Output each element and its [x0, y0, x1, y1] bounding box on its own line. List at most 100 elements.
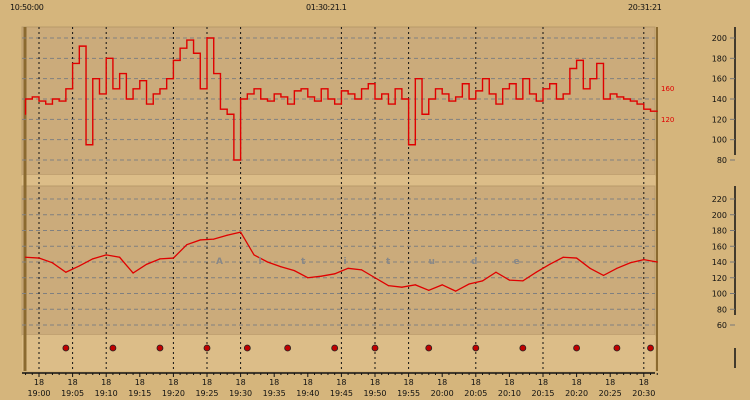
- upper-data-point: [280, 93, 282, 95]
- upper-data-point: [609, 98, 611, 100]
- x-tick-label-time: 20:15: [531, 389, 554, 398]
- upper-data-point: [643, 103, 645, 105]
- lower-data-point: [643, 259, 645, 261]
- lower-data-point: [78, 265, 80, 267]
- upper-data-point: [602, 62, 605, 65]
- event-marker: [243, 344, 251, 352]
- upper-data-point: [468, 83, 470, 85]
- upper-data-point: [374, 83, 376, 85]
- lower-data-point: [253, 254, 255, 256]
- x-tick-label-day: 18: [34, 378, 44, 387]
- upper-data-point: [206, 88, 208, 90]
- upper-data-point: [313, 96, 316, 98]
- lower-y-tick-label: 180: [712, 227, 727, 236]
- upper-data-point: [92, 144, 94, 146]
- upper-y-tick-label: 180: [712, 54, 727, 63]
- lower-y-tick-label: 220: [712, 195, 727, 204]
- upper-data-point: [192, 39, 195, 41]
- lower-data-point: [468, 283, 470, 285]
- lower-data-point: [280, 266, 282, 268]
- upper-data-point: [360, 98, 363, 100]
- upper-data-point: [649, 108, 652, 110]
- upper-data-point: [596, 78, 598, 80]
- x-tick-label-time: 20:30: [632, 389, 655, 398]
- x-tick-label-time: 19:20: [162, 389, 185, 398]
- upper-data-point: [535, 93, 537, 95]
- upper-data-point: [515, 83, 517, 85]
- lower-data-point: [24, 256, 27, 258]
- upper-data-point: [132, 98, 134, 100]
- upper-data-point: [623, 96, 625, 98]
- upper-y-tick-label: 200: [712, 34, 727, 43]
- upper-data-point: [98, 78, 101, 80]
- upper-data-point: [549, 88, 551, 90]
- annotation-letter: u: [429, 257, 435, 267]
- lower-data-point: [428, 289, 430, 291]
- upper-data-point: [502, 103, 504, 105]
- x-tick-label-time: 20:10: [498, 389, 521, 398]
- lower-data-point: [320, 275, 322, 277]
- x-tick-label-time: 20:00: [431, 389, 454, 398]
- x-tick-label-time: 19:45: [330, 389, 353, 398]
- lower-data-point: [455, 290, 457, 292]
- lower-data-point: [186, 244, 188, 246]
- lower-data-point: [51, 262, 54, 264]
- upper-y-tick-label: 160: [712, 75, 727, 84]
- upper-data-point: [455, 100, 457, 102]
- upper-data-point: [31, 98, 33, 100]
- lower-data-point: [374, 277, 376, 279]
- lower-data-point: [159, 258, 161, 260]
- upper-data-point: [51, 103, 54, 105]
- upper-data-point: [233, 113, 235, 115]
- x-tick-label-day: 18: [404, 378, 414, 387]
- duration-label: 01:30:21.1: [306, 3, 347, 12]
- annotation-letter: t: [301, 257, 306, 267]
- panel-gap: [22, 175, 655, 186]
- x-tick-label-time: 20:20: [565, 389, 588, 398]
- upper-data-point: [582, 59, 584, 61]
- x-tick-label-day: 18: [504, 378, 514, 387]
- upper-data-point: [139, 88, 141, 90]
- upper-data-point: [273, 100, 275, 102]
- upper-data-point: [38, 96, 40, 98]
- lower-data-point: [549, 263, 551, 265]
- upper-data-point: [213, 37, 215, 39]
- x-tick-label-time: 19:10: [95, 389, 118, 398]
- upper-data-point: [186, 47, 188, 49]
- upper-data-point: [421, 78, 423, 80]
- upper-data-point: [58, 98, 60, 100]
- annotation-letter: i: [344, 257, 347, 267]
- upper-data-point: [636, 100, 638, 102]
- lower-data-point: [240, 231, 242, 233]
- lower-data-point: [226, 234, 228, 236]
- upper-panel: [21, 26, 656, 176]
- upper-data-point: [434, 98, 437, 100]
- upper-data-point: [65, 100, 67, 102]
- upper-data-point: [320, 100, 322, 102]
- x-tick-label-day: 18: [101, 378, 111, 387]
- lower-data-point: [307, 277, 309, 279]
- upper-data-point: [656, 110, 658, 112]
- upper-data-point: [354, 93, 356, 95]
- upper-data-point: [226, 108, 228, 110]
- lower-data-point: [119, 256, 121, 258]
- x-tick-label-day: 18: [68, 378, 78, 387]
- upper-data-point: [300, 90, 302, 92]
- lower-data-point: [441, 284, 443, 286]
- x-tick-label-day: 18: [269, 378, 279, 387]
- lower-y-tick-label: 80: [717, 305, 727, 314]
- upper-data-point: [105, 93, 107, 95]
- marker-band: [22, 335, 655, 371]
- annotation-letter: A: [216, 257, 223, 267]
- upper-data-point: [45, 100, 47, 102]
- reference-label: 120: [661, 116, 674, 124]
- end-time-label: 20:31:21: [628, 3, 662, 12]
- x-tick-label-time: 19:00: [27, 389, 50, 398]
- lower-data-point: [360, 269, 363, 271]
- lower-data-point: [105, 254, 107, 256]
- event-marker: [62, 344, 70, 352]
- lower-data-point: [266, 261, 269, 263]
- x-tick-label-day: 18: [336, 378, 346, 387]
- upper-data-point: [562, 98, 564, 100]
- x-tick-label-day: 18: [437, 378, 447, 387]
